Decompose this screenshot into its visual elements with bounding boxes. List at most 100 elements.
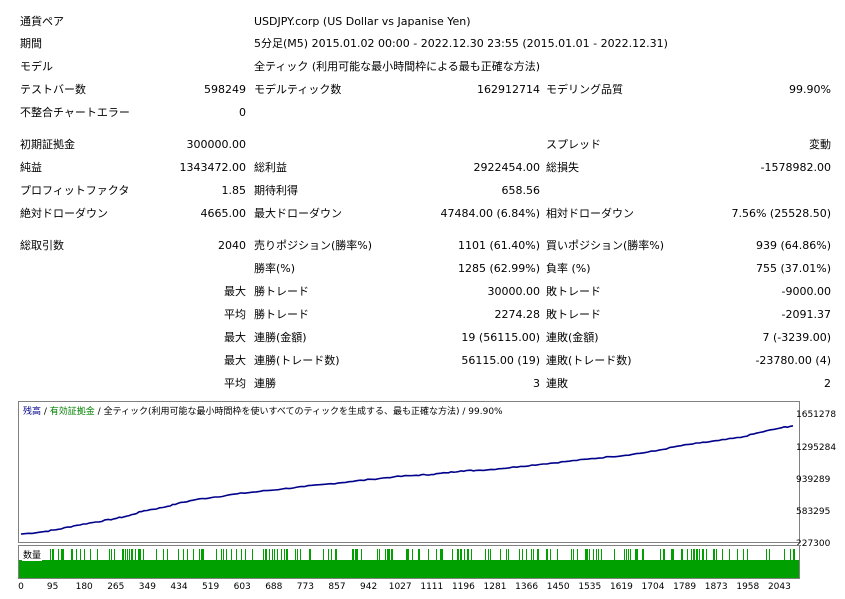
net-profit-value: 1343472.00 [179,161,246,174]
max-consecutive-losses-label: 連敗(金額) [546,331,599,344]
average-consecutive-losses-value: 2 [824,377,831,390]
loss-trades-label: 負率 (%) [546,262,591,275]
x-tick-label: 2043 [767,582,791,592]
x-tick-label: 1196 [451,582,475,592]
gross-loss-label: 総損失 [546,161,579,174]
x-tick-label: 773 [296,582,314,592]
quality-value: 99.90% [789,83,831,96]
max-consecutive-profit-label: 連勝(トレード数) [254,354,340,367]
symbol-value: USDJPY.corp (US Dollar vs Japanise Yen) [254,15,471,28]
legend-separator: / [41,407,50,417]
volume-chart: 数量 [18,545,800,579]
expected-payoff-label: 期待利得 [254,184,298,197]
average-loss-trade-label: 敗トレード [546,308,601,321]
x-tick-label: 1281 [483,582,507,592]
profit-trades-value: 1285 (62.99%) [457,262,540,275]
x-tick-label: 1704 [641,582,665,592]
average-profit-trade-value: 2274.28 [494,308,541,321]
max-consecutive-losses-value: 7 (-3239.00) [762,331,831,344]
y-tick-label: 939289 [796,475,831,485]
period-value: 5分足(M5) 2015.01.02 00:00 - 2022.12.30 23… [254,37,668,50]
deposit-value: 300000.00 [186,138,247,151]
volume-bar [19,560,799,578]
spread-value: 変動 [809,138,831,151]
model-value: 全ティック (利用可能な最小時間枠による最も正確な方法) [254,60,541,73]
errors-label: 不整合チャートエラー [20,106,130,119]
x-tick-label: 1535 [578,582,602,592]
legend-separator: / [94,407,104,417]
volume-bars [19,549,799,578]
max-consecutive-wins-value: 19 (56115.00) [461,331,540,344]
max-consecutive-profit-value: 56115.00 (19) [461,354,540,367]
x-tick-label: 265 [107,582,125,592]
average-consecutive-wins-label: 連勝 [254,377,276,390]
max-consec-count-prefix: 最大 [224,354,246,367]
deposit-label: 初期証拠金 [20,138,75,151]
profit-factor-value: 1.85 [221,184,247,197]
balance-chart-plot [20,425,794,535]
avg-consec-prefix: 平均 [224,377,246,390]
x-tick-label: 1111 [420,582,444,592]
errors-value: 0 [239,106,246,119]
largest-profit-trade-label: 勝トレード [254,285,309,298]
max-consecutive-loss-label: 連敗(トレード数) [546,354,632,367]
x-tick-label: 942 [360,582,378,592]
largest-loss-trade-label: 敗トレード [546,285,601,298]
model-label: モデル [20,60,53,73]
largest-loss-trade-value: -9000.00 [781,285,831,298]
y-tick-label: 227300 [796,539,831,549]
largest-profit-trade-value: 30000.00 [487,285,541,298]
legend-equity: 有効証拠金 [49,407,95,417]
x-tick-label: 95 [46,582,59,592]
max-consecutive-wins-label: 連勝(金額) [254,331,307,344]
period-label: 期間 [20,37,42,50]
loss-trades-value: 755 (37.01%) [755,262,831,275]
maximal-drawdown-value: 47484.00 (6.84%) [440,207,540,220]
x-tick-label: 1366 [515,582,539,592]
x-tick-label: 434 [170,582,188,592]
balance-chart: 残高 / 有効証拠金 / 全ティック(利用可能な最小時間枠を使いすべてのティック… [18,401,800,543]
short-positions-label: 売りポジション(勝率%) [254,239,373,252]
average-loss-trade-value: -2091.37 [781,308,831,321]
absolute-drawdown-value: 4665.00 [200,207,247,220]
legend-separator: / [459,407,469,417]
x-tick-label: 349 [138,582,156,592]
legend-balance: 残高 [23,407,42,417]
expected-payoff-value: 658.56 [501,184,541,197]
x-tick-label: 857 [328,582,346,592]
profit-factor-label: プロフィットファクタ [20,184,130,197]
balance-line [20,425,794,535]
y-tick-label: 1651278 [796,410,837,420]
bars-value: 598249 [204,83,246,96]
x-tick-label: 1873 [704,582,728,592]
average-prefix: 平均 [224,308,246,321]
x-tick-label: 1958 [736,582,760,592]
relative-drawdown-label: 相対ドローダウン [546,207,634,220]
chart-legend: 残高 / 有効証拠金 / 全ティック(利用可能な最小時間枠を使いすべてのティック… [23,404,503,417]
gross-profit-label: 総利益 [254,161,287,174]
relative-drawdown-value: 7.56% (25528.50) [731,207,831,220]
profit-trades-label: 勝率(%) [254,262,296,275]
max-consecutive-loss-value: -23780.00 (4) [755,354,831,367]
total-trades-value: 2040 [218,239,246,252]
strategy-report: 通貨ペア USDJPY.corp (US Dollar vs Japanise … [20,15,831,390]
y-tick-label: 583295 [796,507,831,517]
largest-prefix: 最大 [224,285,246,298]
legend-model: 全ティック(利用可能な最小時間枠を使いすべてのティックを生成する、最も正確な方法… [103,407,460,417]
bars-label: テストバー数 [20,83,86,96]
gross-loss-value: -1578982.00 [760,161,831,174]
net-profit-label: 純益 [20,161,42,174]
x-tick-label: 688 [265,582,283,592]
spread-label: スプレッド [546,138,601,151]
average-profit-trade-label: 勝トレード [254,308,309,321]
ticks-label: モデルティック数 [254,83,342,96]
y-tick-label: 1295284 [796,443,837,453]
x-tick-label: 1619 [609,582,633,592]
symbol-label: 通貨ペア [20,15,64,28]
short-positions-value: 1101 (61.40%) [457,239,540,252]
max-consec-prefix: 最大 [224,331,246,344]
absolute-drawdown-label: 絶対ドローダウン [20,207,108,220]
legend-quality: 99.90% [468,407,503,417]
maximal-drawdown-label: 最大ドローダウン [254,207,342,220]
volume-label: 数量 [22,548,43,561]
